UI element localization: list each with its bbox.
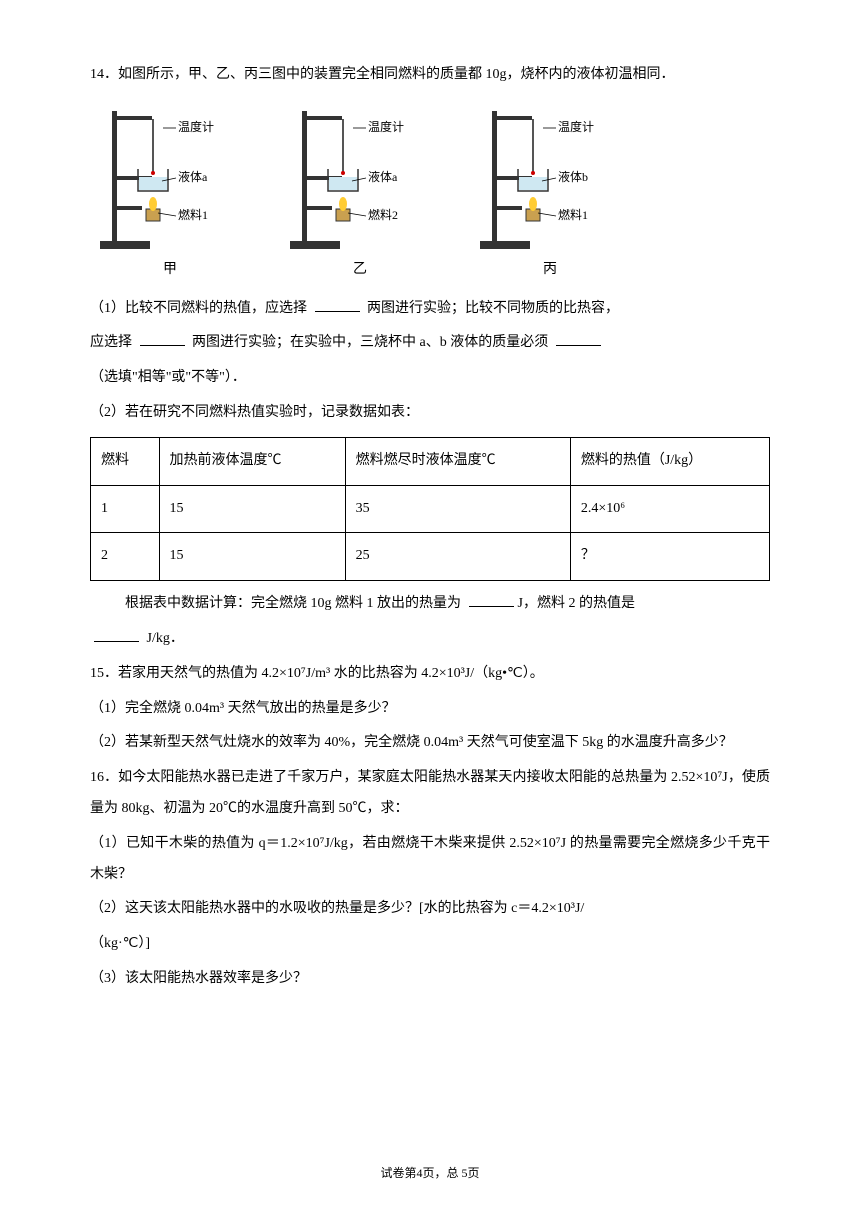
table-cell: 1: [91, 485, 160, 533]
label-bing: 丙: [543, 255, 557, 286]
table-header: 加热前液体温度℃: [159, 437, 345, 485]
q14-p1: （1）比较不同燃料的热值，应选择 两图进行实验；比较不同物质的比热容，: [90, 294, 770, 325]
label-jia: 甲: [163, 255, 177, 286]
blank-fill[interactable]: [94, 624, 139, 642]
apparatus-jia: 温度计 液体a 燃料1 甲: [90, 101, 250, 286]
data-table: 燃料 加热前液体温度℃ 燃料燃尽时液体温度℃ 燃料的热值（J/kg） 1 15 …: [90, 437, 770, 581]
q14-p1c-text: 应选择: [90, 335, 136, 350]
q14-p1b-text: 两图进行实验；比较不同物质的比热容，: [364, 301, 620, 316]
table-cell: ？: [570, 533, 769, 581]
svg-text:温度计: 温度计: [178, 119, 214, 134]
table-row: 1 15 35 2.4×10⁶: [91, 485, 770, 533]
blank-fill[interactable]: [315, 294, 360, 312]
page-footer: 试卷第4页，总 5页: [0, 1160, 860, 1186]
q15-intro: 15．若家用天然气的热值为 4.2×10⁷J/m³ 水的比热容为 4.2×10³…: [90, 659, 770, 690]
q16-p2b: （kg·℃）]: [90, 929, 770, 960]
svg-text:温度计: 温度计: [368, 119, 404, 134]
blank-fill[interactable]: [140, 328, 185, 346]
q14-p3c-text: J/kg．: [143, 631, 184, 646]
q15-p2: （2）若某新型天然气灶烧水的效率为 40%，完全燃烧 0.04m³ 天然气可使室…: [90, 728, 770, 759]
q14-p1e: （选填"相等"或"不等"）．: [90, 363, 770, 394]
q16-p2: （2）这天该太阳能热水器中的水吸收的热量是多少？[水的比热容为 c＝4.2×10…: [90, 894, 770, 925]
blank-fill[interactable]: [469, 589, 514, 607]
table-cell: 15: [159, 533, 345, 581]
svg-text:燃料1: 燃料1: [178, 207, 208, 222]
q15-p1: （1）完全燃烧 0.04m³ 天然气放出的热量是多少？: [90, 694, 770, 725]
svg-text:液体b: 液体b: [558, 169, 588, 184]
q14-p2a: （2）若在研究不同燃料热值实验时，记录数据如表：: [90, 398, 770, 429]
apparatus-yi: 温度计 液体a 燃料2 乙: [280, 101, 440, 286]
q14-p3b-text: J，燃料 2 的热值是: [518, 596, 635, 611]
apparatus-bing: 温度计 液体b 燃料1 丙: [470, 101, 630, 286]
table-cell: 2: [91, 533, 160, 581]
svg-text:温度计: 温度计: [558, 119, 594, 134]
table-cell: 2.4×10⁶: [570, 485, 769, 533]
svg-text:燃料1: 燃料1: [558, 207, 588, 222]
q14-p3: 根据表中数据计算：完全燃烧 10g 燃料 1 放出的热量为 J，燃料 2 的热值…: [90, 589, 770, 620]
table-cell: 25: [345, 533, 570, 581]
table-cell: 35: [345, 485, 570, 533]
blank-fill[interactable]: [556, 328, 601, 346]
q16-p1: （1）已知干木柴的热值为 q＝1.2×10⁷J/kg，若由燃烧干木柴来提供 2.…: [90, 829, 770, 891]
label-yi: 乙: [353, 255, 367, 286]
q14-p1a-text: （1）比较不同燃料的热值，应选择: [90, 301, 311, 316]
q14-p3-line2: J/kg．: [90, 624, 770, 655]
q14-p3a-text: 根据表中数据计算：完全燃烧 10g 燃料 1 放出的热量为: [125, 596, 465, 611]
diagram-row: 温度计 液体a 燃料1 甲 温度计 液体a 燃料2: [90, 101, 770, 286]
table-row: 2 15 25 ？: [91, 533, 770, 581]
q16-intro: 16．如今太阳能热水器已走进了千家万户，某家庭太阳能热水器某天内接收太阳能的总热…: [90, 763, 770, 825]
table-header: 燃料: [91, 437, 160, 485]
q16-p3: （3）该太阳能热水器效率是多少？: [90, 964, 770, 995]
table-header: 燃料燃尽时液体温度℃: [345, 437, 570, 485]
svg-text:液体a: 液体a: [178, 169, 208, 184]
q14-intro: 14．如图所示，甲、乙、丙三图中的装置完全相同燃料的质量都 10g，烧杯内的液体…: [90, 60, 770, 91]
q14-p1d-text: 两图进行实验；在实验中，三烧杯中 a、b 液体的质量必须: [189, 335, 552, 350]
svg-text:燃料2: 燃料2: [368, 207, 398, 222]
q14-p1-line2: 应选择 两图进行实验；在实验中，三烧杯中 a、b 液体的质量必须: [90, 328, 770, 359]
table-cell: 15: [159, 485, 345, 533]
svg-text:液体a: 液体a: [368, 169, 398, 184]
table-header: 燃料的热值（J/kg）: [570, 437, 769, 485]
